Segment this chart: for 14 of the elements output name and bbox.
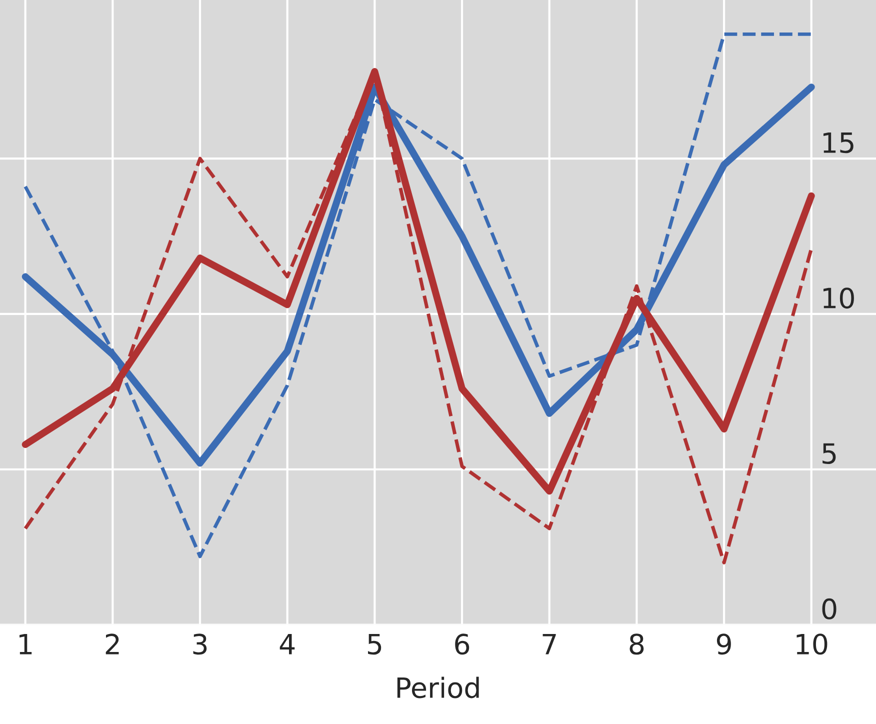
- x-tick-label: 7: [542, 634, 556, 654]
- x-axis-title: Period: [397, 676, 479, 698]
- y-tick-label: 15: [823, 132, 854, 154]
- y-tick-label: 5: [822, 443, 836, 464]
- y-tick-label: 10: [823, 288, 854, 309]
- x-tick-label: 2: [106, 634, 119, 654]
- x-tick-label: 8: [630, 634, 644, 655]
- x-tick-label: 9: [716, 634, 731, 655]
- x-tick-label: 1: [20, 634, 32, 654]
- x-tick-label: 6: [455, 634, 470, 655]
- y-tick-label: 0: [822, 598, 836, 620]
- x-tick-label: 5: [368, 634, 382, 655]
- x-tick-label: 4: [280, 634, 295, 654]
- x-tick-label: 3: [193, 634, 207, 655]
